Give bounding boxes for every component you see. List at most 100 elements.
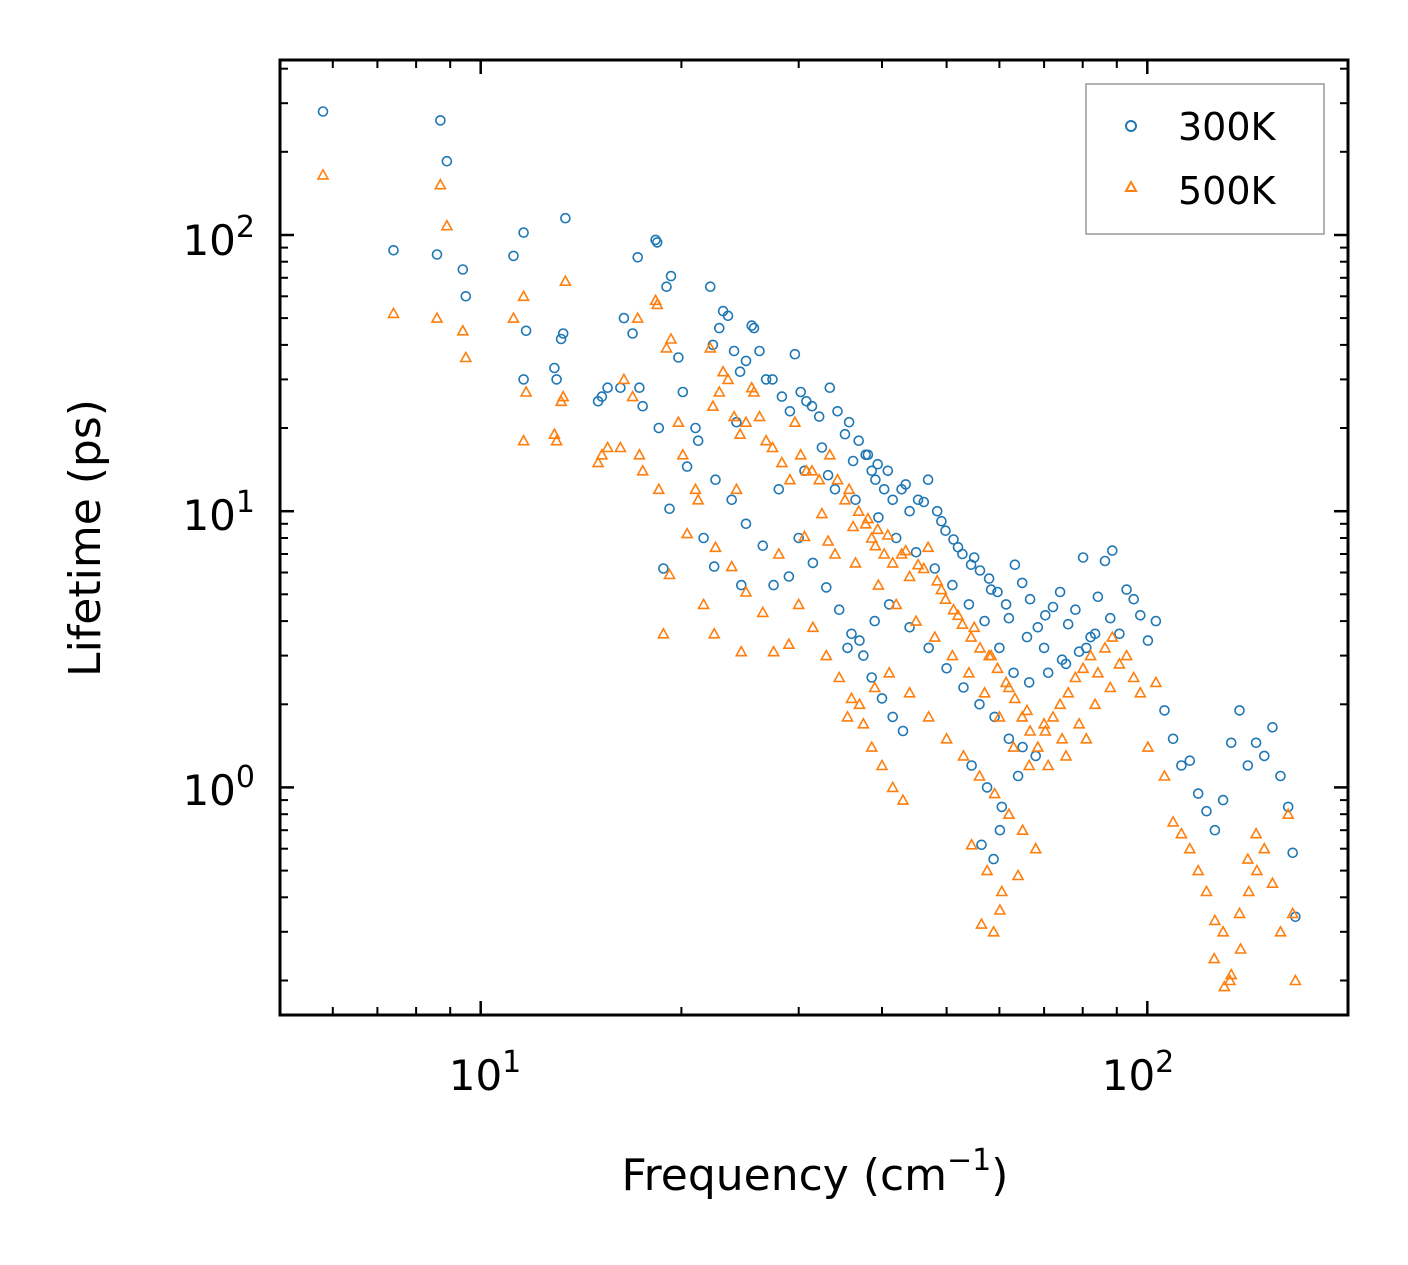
data-point-500k — [772, 547, 786, 559]
data-point-300k — [1275, 770, 1286, 782]
data-point-500k — [721, 372, 735, 385]
data-point-300k — [904, 505, 915, 517]
data-point-500k — [1084, 648, 1097, 661]
data-point-300k — [664, 503, 675, 515]
data-point-300k — [754, 345, 765, 357]
data-point-300k — [1282, 801, 1294, 813]
data-point-500k — [872, 578, 885, 590]
data-point-500k — [664, 332, 678, 344]
data-point-500k — [519, 385, 533, 397]
legend-marker-300k — [1125, 120, 1137, 132]
data-point-300k — [783, 571, 795, 582]
data-point-300k — [1008, 667, 1019, 679]
data-point-500k — [947, 603, 960, 615]
data-point-300k — [728, 345, 740, 357]
data-point-500k — [676, 448, 690, 460]
data-point-300k — [520, 325, 532, 337]
y-tick-label-0: 100 — [182, 760, 255, 815]
data-point-300k — [795, 386, 807, 398]
data-point-300k — [1107, 545, 1118, 556]
data-point-300k — [976, 839, 987, 851]
data-point-300k — [317, 106, 329, 117]
data-point-500k — [1289, 973, 1302, 986]
data-point-500k — [846, 519, 860, 532]
data-point-300k — [853, 435, 865, 447]
data-point-300k — [1287, 847, 1298, 859]
data-point-300k — [784, 405, 796, 417]
data-point-300k — [948, 534, 959, 545]
data-point-300k — [460, 290, 472, 302]
data-point-300k — [994, 642, 1005, 654]
data-point-300k — [731, 416, 742, 428]
data-point-500k — [672, 415, 685, 428]
data-point-500k — [1218, 979, 1231, 992]
data-point-300k — [870, 474, 881, 486]
data-point-300k — [1054, 586, 1066, 598]
data-point-300k — [947, 579, 958, 591]
data-point-300k — [981, 782, 993, 793]
data-point-500k — [928, 630, 942, 642]
data-point-300k — [722, 310, 734, 322]
legend: 300K 500K — [1085, 83, 1325, 235]
data-point-500k — [882, 666, 896, 678]
data-point-300k — [910, 546, 922, 558]
data-point-500k — [1046, 710, 1060, 722]
data-point-300k — [873, 512, 884, 523]
data-point-500k — [1002, 807, 1016, 820]
data-point-500k — [727, 409, 741, 422]
data-point-300k — [508, 250, 519, 262]
data-point-300k — [710, 474, 721, 486]
data-point-500k — [1127, 670, 1141, 683]
data-point-500k — [591, 455, 605, 468]
data-point-300k — [1000, 599, 1012, 610]
data-point-500k — [792, 597, 806, 610]
data-point-500k — [725, 559, 739, 572]
data-point-500k — [798, 529, 811, 542]
data-point-500k — [967, 620, 981, 633]
data-point-300k — [665, 270, 677, 282]
data-point-500k — [842, 482, 856, 495]
data-point-500k — [1233, 906, 1246, 919]
data-point-500k — [1234, 942, 1247, 954]
data-point-500k — [1079, 732, 1093, 744]
data-point-500k — [1250, 863, 1264, 876]
data-point-500k — [430, 311, 444, 323]
data-point-500k — [456, 324, 470, 336]
data-point-300k — [918, 496, 930, 508]
data-point-300k — [1217, 794, 1229, 806]
data-point-500k — [434, 178, 447, 190]
data-point-300k — [726, 494, 738, 506]
data-point-300k — [746, 320, 758, 331]
data-point-500k — [940, 732, 953, 744]
data-point-300k — [1092, 591, 1104, 603]
data-point-500k — [1055, 732, 1069, 744]
data-point-300k — [866, 672, 878, 683]
data-point-500k — [903, 569, 916, 582]
data-point-300k — [1062, 618, 1074, 630]
data-point-300k — [822, 469, 834, 481]
data-point-300k — [985, 584, 997, 595]
data-point-500k — [871, 522, 885, 535]
data-point-300k — [807, 557, 819, 569]
data-point-300k — [681, 461, 693, 472]
data-point-300k — [988, 853, 999, 865]
data-point-500k — [1175, 827, 1188, 839]
data-point-300k — [931, 505, 943, 517]
data-point-300k — [966, 760, 977, 771]
data-point-500k — [812, 473, 826, 485]
data-point-500k — [734, 645, 748, 657]
x-axis-label: Frequency (cm−1) — [622, 1143, 1009, 1201]
data-point-500k — [1281, 807, 1295, 820]
data-point-500k — [889, 597, 903, 610]
data-point-300k — [1259, 750, 1270, 762]
data-point-300k — [829, 483, 841, 495]
data-point-300k — [846, 628, 857, 640]
data-point-300k — [457, 264, 469, 275]
data-point-500k — [849, 556, 862, 568]
data-point-500k — [1088, 697, 1102, 710]
data-point-300k — [555, 333, 567, 345]
data-point-500k — [857, 717, 870, 729]
data-point-500k — [1274, 925, 1287, 937]
data-point-500k — [819, 648, 833, 661]
